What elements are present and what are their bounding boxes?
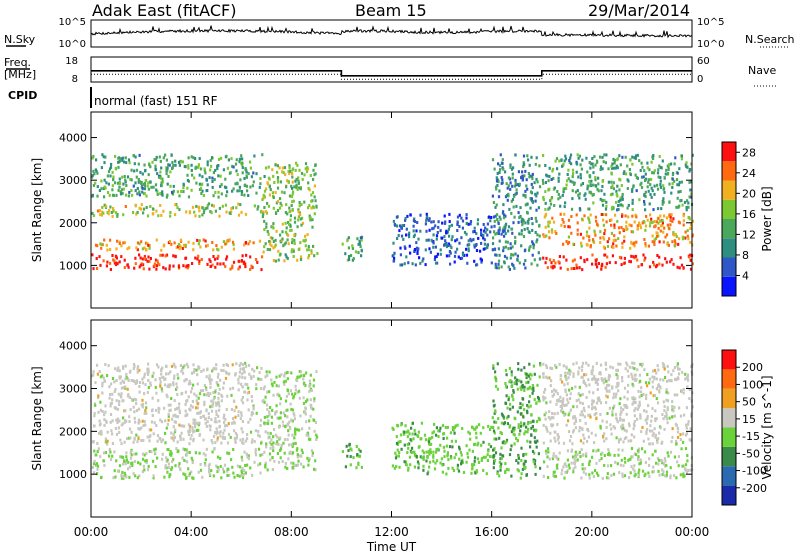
velocity-colorbar-tick-label: -200 — [742, 482, 767, 495]
power-colorbar-tick-label: 12 — [742, 228, 756, 241]
power-colorbar-tick-label: 8 — [742, 249, 749, 262]
nsearch-label: N.Search — [745, 33, 795, 46]
power-colorbar-tick-label: 28 — [742, 146, 756, 159]
power-colorbar-segment — [722, 180, 736, 200]
freq-label: Freq. — [4, 56, 32, 69]
velocity-panel-frame — [90, 319, 693, 518]
power-y-tick-label: 3000 — [59, 174, 87, 187]
freq-series — [91, 70, 692, 77]
velocity-colorbar-tick-label: -50 — [742, 447, 760, 460]
velocity-colorbar-segment — [722, 408, 736, 428]
noise-panel-frame — [90, 19, 693, 48]
x-tick-label: 12:00 — [374, 525, 409, 539]
x-tick-label: 00:00 — [74, 525, 109, 539]
freq-tick-left: 8 — [72, 74, 78, 85]
power-colorbar-segment — [722, 276, 736, 296]
cpid-text: normal (fast) 151 RF — [94, 94, 218, 108]
x-tick-label: 16:00 — [474, 525, 509, 539]
velocity-colorbar-tick-label: 50 — [742, 396, 756, 409]
freq-panel-frame — [90, 56, 693, 83]
power-colorbar-tick-label: 20 — [742, 187, 756, 200]
x-tick-label: 00:00 — [675, 525, 710, 539]
power-colorbar-segment — [722, 257, 736, 277]
velocity-colorbar-tick-label: -100 — [742, 465, 767, 478]
velocity-heatmap-cells — [91, 361, 694, 480]
velocity-colorbar-segment — [722, 485, 736, 505]
velocity-y-tick-label: 1000 — [59, 468, 87, 481]
power-y-axis-label: Slant Range [km] — [30, 158, 44, 262]
velocity-y-tick-label: 2000 — [59, 425, 87, 438]
date-label: 29/Mar/2014 — [588, 1, 691, 20]
freq-tick-right: 0 — [697, 74, 703, 85]
power-colorbar-segment — [722, 219, 736, 239]
velocity-colorbar-segment — [722, 350, 736, 370]
velocity-colorbar-label: Velocity [m s^-1] — [760, 375, 774, 479]
noise-tick-left: 10^5 — [59, 17, 86, 28]
velocity-colorbar-segment — [722, 466, 736, 486]
nsky-series — [90, 25, 693, 39]
velocity-colorbar-frame — [721, 349, 737, 506]
nave-label: Nave — [748, 64, 777, 77]
velocity-colorbar-tick-label: -15 — [742, 430, 760, 443]
velocity-colorbar-tick-label: 15 — [742, 413, 756, 426]
power-colorbar-segment — [722, 142, 736, 162]
power-colorbar-segment — [722, 199, 736, 219]
plot-title: Adak East (fitACF) — [92, 1, 237, 20]
velocity-colorbar-segment — [722, 427, 736, 447]
velocity-y-axis-label: Slant Range [km] — [30, 366, 44, 470]
power-panel-frame — [90, 111, 693, 309]
freq-tick-right: 60 — [697, 56, 710, 67]
power-colorbar-label: Power [dB] — [760, 186, 774, 251]
freq-unit-label: [MHz] — [4, 68, 37, 81]
x-tick-label: 20:00 — [575, 525, 610, 539]
velocity-colorbar-tick-label: 200 — [742, 361, 763, 374]
noise-tick-right: 10^5 — [697, 17, 724, 28]
x-tick-label: 04:00 — [174, 525, 209, 539]
x-axis-label: Time UT — [366, 540, 417, 554]
freq-tick-left: 18 — [65, 56, 78, 67]
noise-tick-right: 10^0 — [697, 39, 724, 50]
velocity-colorbar-segment — [722, 369, 736, 389]
x-tick-label: 08:00 — [274, 525, 309, 539]
power-colorbar-frame — [721, 141, 737, 297]
power-colorbar-tick-label: 24 — [742, 167, 756, 180]
beam-label: Beam 15 — [355, 1, 427, 20]
power-colorbar-tick-label: 16 — [742, 208, 756, 221]
power-y-tick-label: 2000 — [59, 217, 87, 230]
power-heatmap-cells — [91, 153, 694, 272]
velocity-colorbar-segment — [722, 446, 736, 467]
velocity-colorbar-tick-label: 100 — [742, 378, 763, 391]
power-colorbar-segment — [722, 238, 736, 258]
power-y-tick-label: 4000 — [59, 132, 87, 145]
cpid-label: CPID — [8, 89, 38, 102]
nsky-label: N.Sky — [4, 33, 36, 46]
power-colorbar-tick-label: 4 — [742, 269, 749, 282]
velocity-colorbar-segment — [722, 388, 736, 409]
power-y-tick-label: 1000 — [59, 259, 87, 272]
power-colorbar-segment — [722, 161, 736, 181]
velocity-y-tick-label: 3000 — [59, 383, 87, 396]
noise-tick-left: 10^0 — [59, 39, 86, 50]
velocity-y-tick-label: 4000 — [59, 340, 87, 353]
